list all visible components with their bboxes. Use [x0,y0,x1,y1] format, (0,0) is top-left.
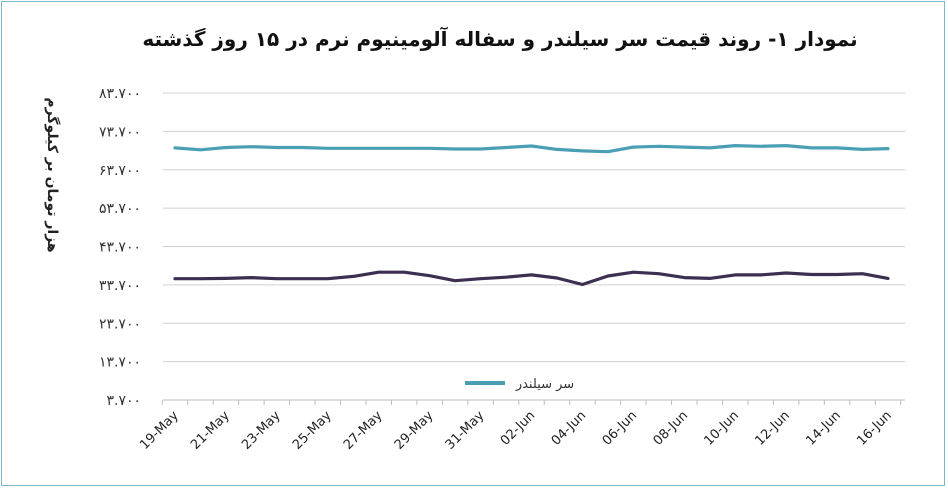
x-tick-label: 16-Jun [854,408,895,449]
y-tick-label: ۷۳.۷۰۰ [99,124,141,140]
x-tick-label: 31-May [443,408,488,453]
x-tick-label: 06-Jun [600,408,641,449]
legend: سر سیلندر [465,377,574,392]
x-tick-label: 21-May [188,408,233,453]
y-axis-ticks: ۳.۷۰۰ ۱۳.۷۰۰ ۲۳.۷۰۰ ۳۳.۷۰۰ ۴۳.۷۰۰ ۵۳.۷۰۰ ۶۳.۷۰… [99,86,141,409]
series-line [173,144,890,154]
x-tick-label: 10-Jun [702,408,743,449]
x-tick-label: 19-May [137,408,182,453]
x-tick-label: 02-Jun [498,408,539,449]
series-lines [173,144,890,287]
x-tick-label: 29-May [392,408,437,453]
y-tick-label: ۶۳.۷۰۰ [99,163,141,179]
x-tick-label: 12-Jun [752,408,793,449]
y-tick-label: ۴۳.۷۰۰ [99,240,141,256]
y-tick-label: ۳۳.۷۰۰ [99,278,141,294]
chart-title: نمودار ۱- روند قیمت سر سیلندر و سفاله آل… [142,26,857,51]
x-tick-label: 23-May [239,408,284,453]
series-line [173,270,890,287]
y-tick-label: ۱۳.۷۰۰ [99,355,141,371]
x-axis: 19-May 21-May 23-May 25-May 27-May 29-May 31-M… [137,399,905,453]
legend-label: سر سیلندر [515,377,574,392]
x-tick-label: 08-Jun [651,408,692,449]
y-axis-label: هزار تومان بر کیلوگرم [44,97,61,252]
x-tick-label: 14-Jun [803,408,844,449]
y-tick-label: ۳.۷۰۰ [106,393,141,409]
x-tick-label: 04-Jun [549,408,590,449]
y-tick-label: ۸۳.۷۰۰ [99,86,141,102]
y-tick-label: ۲۳.۷۰۰ [99,316,141,332]
x-tick-label: 27-May [341,408,386,453]
y-tick-label: ۵۳.۷۰۰ [99,201,141,217]
gridlines [163,92,905,363]
x-tick-label: 25-May [290,408,335,453]
